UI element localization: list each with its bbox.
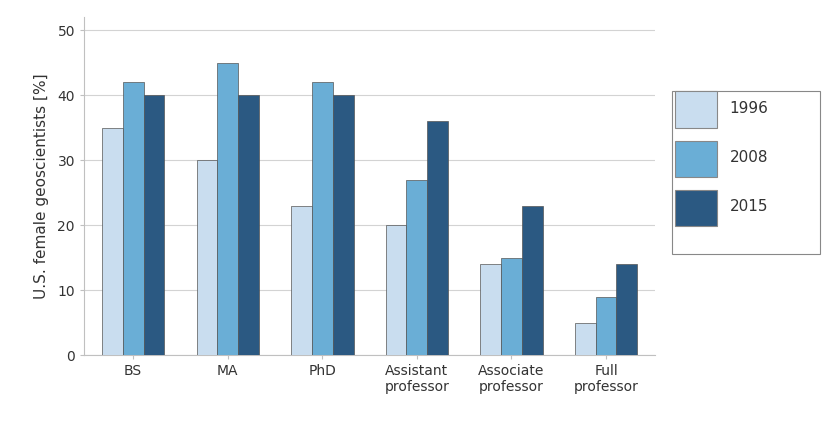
Bar: [596, 297, 617, 355]
Bar: [407, 180, 428, 355]
Bar: [501, 258, 522, 355]
Bar: [291, 206, 312, 355]
Y-axis label: U.S. female geoscientists [%]: U.S. female geoscientists [%]: [34, 73, 49, 299]
Bar: [123, 82, 144, 355]
FancyBboxPatch shape: [675, 91, 717, 128]
Text: 1996: 1996: [729, 101, 769, 116]
Bar: [218, 63, 239, 355]
Bar: [522, 206, 543, 355]
Bar: [333, 95, 354, 355]
Bar: [144, 95, 165, 355]
Bar: [428, 121, 448, 355]
Bar: [386, 225, 407, 355]
FancyBboxPatch shape: [675, 190, 717, 226]
Bar: [239, 95, 259, 355]
FancyBboxPatch shape: [675, 141, 717, 177]
Bar: [312, 82, 333, 355]
Text: 2015: 2015: [729, 200, 768, 214]
Bar: [197, 160, 218, 355]
FancyBboxPatch shape: [672, 91, 820, 254]
Bar: [617, 264, 638, 355]
Bar: [575, 323, 596, 355]
Bar: [102, 128, 123, 355]
Bar: [480, 264, 501, 355]
Text: 2008: 2008: [729, 150, 768, 165]
